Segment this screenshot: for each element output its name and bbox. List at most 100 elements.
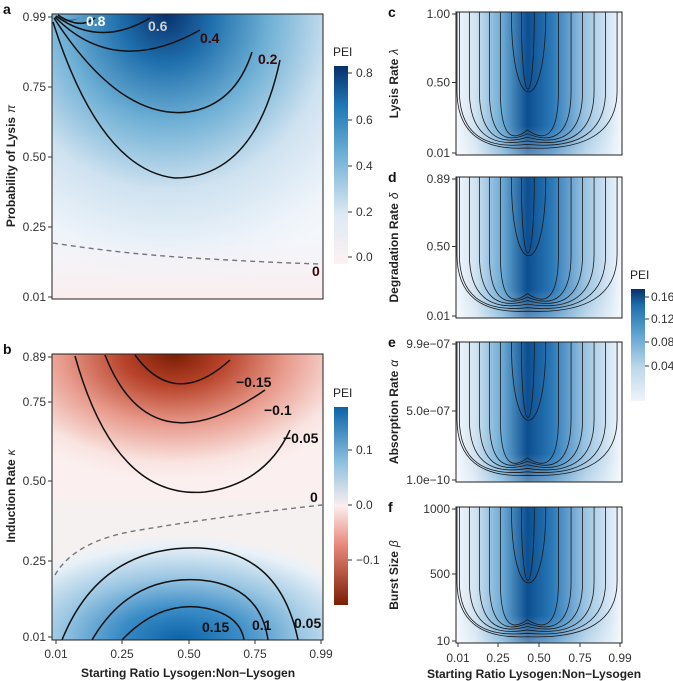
panel-f-xtick: 0.50 (527, 651, 551, 665)
panel-e-contour (488, 342, 572, 466)
panel-a-label-0: 0 (312, 263, 320, 279)
panel-d: d Degradation Rateδ 0.89 0.50 0.01 (387, 169, 623, 323)
panel-b-label-neg0.1: −0.1 (264, 402, 292, 418)
panel-f-contour (458, 507, 606, 635)
panel-e-contour (499, 342, 559, 464)
panel-c-letter: c (388, 4, 396, 20)
panel-b-ytick: 0.50 (23, 474, 47, 488)
panel-f-ytick: 1000 (423, 502, 450, 516)
panel-b-xtick: 0.25 (110, 647, 134, 661)
panel-d-contour (468, 177, 595, 307)
panel-c-contour (488, 12, 572, 139)
panel-a-ytick: 0.25 (23, 220, 47, 234)
panel-a-legend-title: PEI (333, 45, 352, 59)
panel-c: c Lysis Rateλ 1.00 0.50 0.01 (387, 4, 623, 160)
panel-d-frame (455, 176, 623, 319)
panel-c-ylabel: Lysis Rateλ (387, 49, 401, 119)
panel-a-legend-tick: 0.0 (356, 250, 373, 264)
panel-a-contour-0.8 (57, 14, 96, 24)
panel-a-ytick: 0.99 (23, 10, 47, 24)
panel-b-label-0.15: 0.15 (202, 619, 229, 635)
panel-e-ylabel: Absorption Rateα (387, 359, 401, 464)
panel-a-contour-0.3 (53, 17, 253, 114)
panel-f-contour (478, 507, 583, 630)
panel-d-contour (520, 176, 535, 254)
panel-b-ytick: 0.25 (23, 554, 47, 568)
panel-b-positive-region (52, 500, 323, 640)
cdef-legend-tick: 0.04 (651, 359, 673, 373)
panel-f-letter: f (388, 499, 393, 515)
panel-e-contour (468, 342, 595, 471)
panel-a-label-0.4: 0.4 (200, 30, 220, 46)
panel-e-ytick: 9.9e−07 (406, 337, 450, 351)
panel-d-contour (456, 177, 618, 312)
panel-f-ylabel: Burst Sizeβ (387, 540, 401, 610)
panel-a-yticks: 0.99 0.75 0.50 0.25 0.01 (23, 10, 52, 304)
panel-a-contour-0.2 (52, 21, 281, 179)
cdef-colorbar (631, 289, 645, 401)
panel-a-letter: a (3, 1, 11, 17)
panel-c-ytick: 0.50 (427, 76, 451, 90)
panel-d-ylabel: Degradation Rateδ (387, 192, 401, 302)
panel-c-ytick: 0.01 (427, 146, 451, 160)
panel-d-letter: d (388, 169, 397, 185)
panel-d-contour (510, 176, 547, 257)
panel-d-contour (478, 177, 583, 304)
panel-d-ytick: 0.01 (427, 309, 451, 323)
panel-b-ytick: 0.01 (23, 630, 47, 644)
panel-a-contour-0.6 (55, 15, 151, 34)
panel-b-xtick: 0.75 (243, 647, 267, 661)
panel-a-legend-tick: 0.4 (356, 159, 373, 173)
panel-b-legend: PEI 0.1 0.0 −0.1 (333, 386, 380, 605)
cdef-legend-tick: 0.08 (651, 335, 673, 349)
panel-e-contour (520, 341, 535, 418)
panel-b-legend-tick: 0.1 (356, 443, 373, 457)
panel-b-contour-0.05 (61, 547, 299, 641)
panel-f-contour (468, 507, 595, 632)
panel-f-xlabel: Starting Ratio Lysogen:Non−Lysogen (427, 667, 641, 681)
panel-b-label-neg0.15: −0.15 (236, 374, 272, 390)
panel-a-legend-tick: 0.8 (356, 66, 373, 80)
panel-b-colorbar (334, 407, 348, 605)
panel-b-label-0: 0 (310, 489, 318, 505)
panel-b-xtick: 0.50 (177, 647, 201, 661)
panel-b: b Induction Rateκ −0.15 −0.1 −0.05 0 0.1… (3, 341, 380, 680)
cdef-legend: PEI 0.16 0.12 0.08 0.04 (630, 268, 673, 401)
panel-d-contour (499, 177, 559, 300)
panel-f-xticks: 0.01 0.25 0.50 0.75 0.99 (446, 643, 632, 665)
panel-f-contour (499, 507, 559, 626)
panel-a-ylabel: Probability of Lysisπ (4, 104, 18, 227)
panel-b-contour-0.1 (91, 578, 269, 641)
panel-b-contour-0.15 (121, 605, 245, 641)
panel-f-ytick: 10 (437, 634, 451, 648)
panel-c-frame (455, 11, 623, 156)
panel-d-ytick: 0.50 (427, 240, 451, 254)
panel-b-ytick: 0.75 (23, 395, 47, 409)
panel-c-contour (499, 12, 559, 137)
panel-d-contour (458, 177, 606, 309)
panel-b-legend-tick: 0.0 (356, 498, 373, 512)
panel-a-legend-tick: 0.6 (356, 113, 373, 127)
panel-a-ytick: 0.50 (23, 150, 47, 164)
panel-e-ytick: 5.0e−07 (406, 404, 450, 418)
panel-e-contour (510, 341, 547, 421)
panel-b-xlabel: Starting Ratio Lysogen:Non−Lysogen (81, 666, 295, 680)
panel-f-xtick: 0.99 (608, 651, 632, 665)
cdef-legend-title: PEI (630, 268, 649, 282)
panel-f-contour (520, 506, 535, 581)
panel-b-contour-neg0.05 (74, 355, 291, 494)
panel-e-contour (456, 342, 618, 476)
panel-f-xtick: 0.25 (486, 651, 510, 665)
panel-b-xtick: 0.99 (309, 647, 333, 661)
panel-c-contour (458, 12, 606, 146)
panel-a-label-0.2: 0.2 (258, 51, 278, 67)
panel-c-contour (478, 12, 583, 141)
panel-b-contour-neg0.1 (104, 354, 266, 424)
panel-b-ytick: 0.89 (23, 350, 47, 364)
panel-f-contour (456, 507, 618, 638)
panel-c-contour (510, 11, 547, 93)
panel-a-legend: PEI 0.8 0.6 0.4 0.2 0.0 (333, 45, 373, 264)
panel-b-xticks: 0.01 0.25 0.50 0.75 0.99 (44, 640, 333, 661)
panel-c-contour (468, 12, 595, 143)
